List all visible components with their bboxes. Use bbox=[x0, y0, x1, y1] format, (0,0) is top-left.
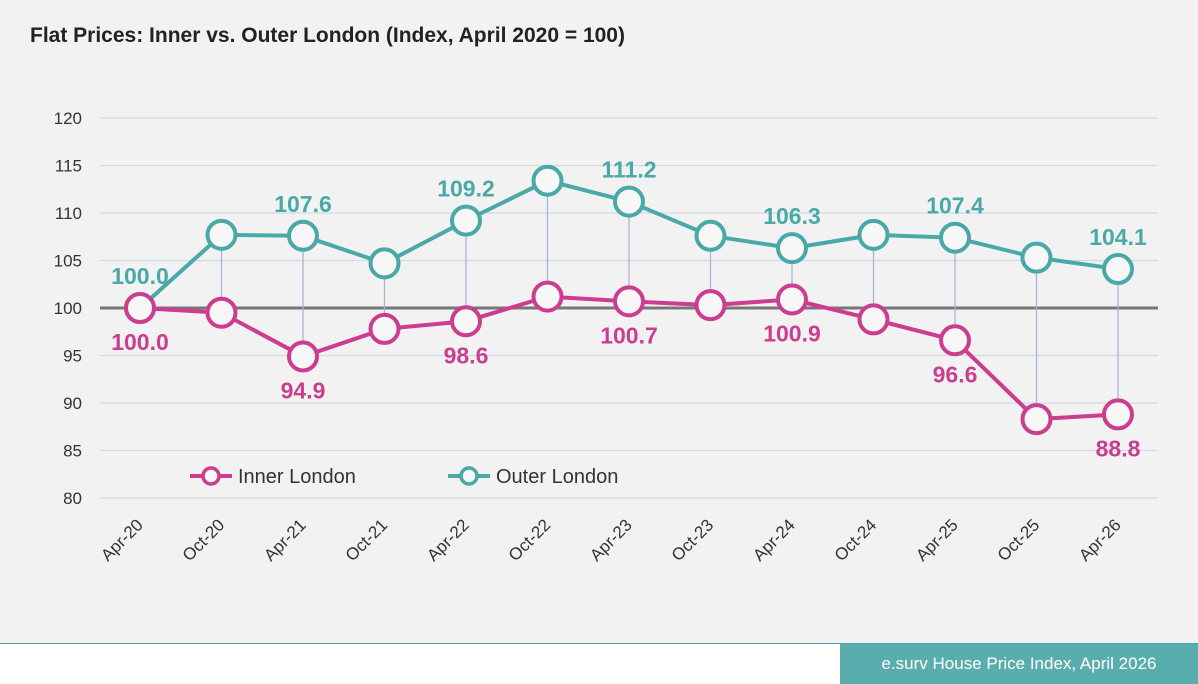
outer-london-point bbox=[368, 247, 401, 280]
outer-london-point bbox=[939, 221, 971, 254]
source-label: e.surv House Price Index, April 2026 bbox=[840, 644, 1198, 684]
legend-inner-london-marker bbox=[201, 466, 221, 486]
legend-outer-london-marker bbox=[459, 466, 479, 486]
x-tick-label: Apr-24 bbox=[749, 515, 799, 565]
data-label: 98.6 bbox=[444, 342, 489, 368]
outer-london-point bbox=[205, 218, 238, 251]
data-label: 109.2 bbox=[437, 176, 495, 202]
series-lines bbox=[124, 164, 1134, 436]
inner-london-point bbox=[450, 305, 482, 338]
x-tick-label: Oct-25 bbox=[994, 515, 1044, 565]
footer-divider bbox=[0, 643, 1198, 644]
inner-london-point bbox=[776, 283, 808, 316]
inner-london-point bbox=[613, 285, 645, 318]
data-label: 100.0 bbox=[111, 263, 169, 289]
inner-london-point bbox=[531, 280, 564, 313]
y-tick-label: 110 bbox=[55, 204, 82, 223]
outer-london-point bbox=[694, 219, 727, 252]
data-label: 106.3 bbox=[763, 203, 821, 229]
inner-london-point bbox=[857, 303, 890, 336]
data-label: 88.8 bbox=[1096, 435, 1141, 461]
inner-london-point bbox=[368, 312, 401, 345]
y-tick-label: 100 bbox=[54, 299, 82, 318]
outer-london-point bbox=[613, 185, 645, 218]
y-axis-ticks: 80 85 90 95 100 105 110 115 120 bbox=[54, 109, 82, 508]
legend-outer-london-label: Outer London bbox=[496, 466, 618, 488]
chart-title: Flat Prices: Inner vs. Outer London (Ind… bbox=[30, 24, 625, 47]
x-tick-label: Apr-25 bbox=[912, 515, 962, 565]
data-label: 94.9 bbox=[281, 377, 326, 403]
outer-london-point bbox=[857, 218, 890, 251]
x-tick-label: Apr-21 bbox=[260, 515, 310, 565]
outer-london-point bbox=[776, 232, 808, 265]
x-tick-label: Oct-22 bbox=[505, 515, 555, 565]
x-axis-ticks: Apr-20 Oct-20 Apr-21 Oct-21 Apr-22 Oct-22 Apr-… bbox=[97, 515, 1125, 565]
data-label: 100.9 bbox=[763, 320, 821, 346]
x-tick-label: Oct-23 bbox=[668, 515, 718, 565]
inner-london-point bbox=[205, 296, 238, 329]
outer-london-point bbox=[1020, 241, 1053, 274]
y-tick-label: 115 bbox=[55, 157, 82, 176]
y-tick-label: 120 bbox=[54, 109, 82, 128]
y-tick-label: 105 bbox=[54, 252, 82, 271]
outer-london-point bbox=[1102, 253, 1134, 286]
data-label: 111.2 bbox=[601, 157, 656, 183]
data-label: 107.6 bbox=[274, 191, 332, 217]
outer-london-point bbox=[450, 204, 482, 237]
inner-london-point bbox=[1102, 398, 1134, 431]
legend-inner-london-label: Inner London bbox=[238, 466, 356, 488]
inner-london-point bbox=[124, 292, 156, 324]
x-tick-label: Apr-26 bbox=[1075, 515, 1125, 565]
inner-london-point bbox=[694, 289, 727, 322]
y-tick-label: 85 bbox=[63, 442, 82, 461]
data-label: 100.0 bbox=[111, 329, 169, 355]
x-tick-label: Apr-23 bbox=[586, 515, 636, 565]
inner-london-point bbox=[287, 340, 319, 373]
y-tick-label: 80 bbox=[63, 489, 82, 508]
chart-panel bbox=[0, 0, 1198, 643]
x-tick-label: Oct-24 bbox=[831, 515, 881, 565]
x-tick-label: Oct-20 bbox=[179, 515, 229, 565]
data-label: 96.6 bbox=[933, 361, 978, 387]
outer-london-point bbox=[531, 164, 564, 197]
data-label: 100.7 bbox=[600, 322, 658, 348]
data-label: 107.4 bbox=[926, 193, 984, 219]
y-tick-label: 90 bbox=[63, 394, 82, 413]
inner-london-point bbox=[939, 324, 971, 357]
inner-london-point bbox=[1020, 403, 1053, 436]
data-label: 104.1 bbox=[1089, 224, 1147, 250]
x-tick-label: Oct-21 bbox=[342, 515, 392, 565]
data-labels: 100.0 107.6 109.2 111.2 106.3 107.4 104.1 100.0… bbox=[111, 157, 1147, 462]
legend: Inner London Outer London bbox=[190, 466, 618, 488]
y-tick-label: 95 bbox=[63, 347, 82, 366]
outer-london-point bbox=[287, 219, 319, 252]
x-tick-label: Apr-22 bbox=[423, 515, 473, 565]
x-tick-label: Apr-20 bbox=[97, 515, 147, 565]
